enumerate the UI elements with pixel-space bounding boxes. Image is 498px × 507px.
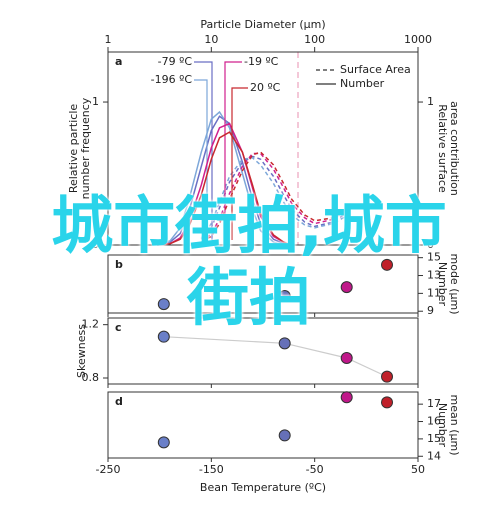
panel-label: c <box>115 321 122 334</box>
plot-frame <box>107 317 419 385</box>
panel-label: d <box>115 395 123 408</box>
x-tick-label: -50 <box>306 463 324 476</box>
overlay-text: 城市街拍,城市街拍 <box>51 189 447 334</box>
y-axis-label: Number <box>436 262 449 307</box>
surface-line <box>200 157 347 239</box>
plot-frame <box>107 254 419 314</box>
x-tick-label: 50 <box>411 463 425 476</box>
y-tick-label: 0.8 <box>82 371 100 384</box>
y-axis-label: mean (μm) <box>448 395 461 456</box>
y-tick-label: 17 <box>427 397 441 410</box>
surface-line <box>200 152 347 243</box>
x-tick-label: 1 <box>105 33 112 46</box>
series-label: -196 ºC <box>151 73 193 86</box>
y-axis-label: Skewness <box>75 324 88 378</box>
y-axis-label: area contribution <box>448 101 461 196</box>
y-tick-label: 0 <box>427 238 434 251</box>
point <box>381 396 393 409</box>
point <box>381 370 393 383</box>
surface-line <box>200 151 347 243</box>
x-tick-label: 100 <box>304 33 325 46</box>
leader-line <box>194 79 208 240</box>
surface-line <box>200 155 347 240</box>
leader-line <box>231 87 248 240</box>
point <box>340 281 353 294</box>
legend-label: Number <box>340 77 385 90</box>
y-tick-label: 11 <box>427 286 441 299</box>
y-tick-label: 1 <box>427 95 434 108</box>
y-axis-label: Relative particle <box>67 104 80 194</box>
y-tick-label: 15 <box>427 251 441 264</box>
plot-frame <box>107 51 419 246</box>
point <box>278 429 291 442</box>
plot-frame <box>107 391 419 459</box>
point <box>381 258 393 271</box>
point <box>340 352 353 364</box>
x-tick-label: -150 <box>199 463 224 476</box>
y-tick-label: 1.2 <box>82 318 100 331</box>
x-tick-label: 10 <box>204 33 218 46</box>
trend-line <box>163 336 388 378</box>
x-tick-label: -250 <box>96 463 121 476</box>
y-tick-label: 16 <box>427 415 441 428</box>
point <box>157 330 170 343</box>
y-tick-label: 9 <box>427 304 434 317</box>
panel-label: b <box>115 258 123 271</box>
series-label: -19 ºC <box>244 55 279 68</box>
point <box>278 290 291 303</box>
y-tick-label: 13 <box>427 269 441 282</box>
leader-line <box>224 61 242 240</box>
y-tick-label: 1 <box>92 95 99 108</box>
point <box>157 298 170 311</box>
point <box>340 391 353 404</box>
panel-label: a <box>115 55 122 68</box>
x-tick-label: 1000 <box>404 33 432 46</box>
number-line <box>157 131 292 246</box>
legend-label: Surface Area <box>340 63 411 76</box>
y-axis-label: Number <box>436 403 449 448</box>
y-axis-label: number frequency <box>79 97 92 199</box>
x-axis-label: Particle Diameter (μm) <box>200 18 325 31</box>
y-tick-label: 15 <box>427 432 441 445</box>
point <box>278 337 291 350</box>
series-label: 20 ºC <box>250 81 281 94</box>
series-label: -79 ºC <box>158 55 193 68</box>
point <box>157 436 170 449</box>
y-tick-label: 0 <box>92 238 99 251</box>
y-tick-label: 14 <box>427 449 441 462</box>
y-axis-label: mode (μm) <box>448 254 461 315</box>
x-axis-label: Bean Temperature (ºC) <box>200 481 326 494</box>
leader-line <box>194 61 213 240</box>
y-axis-label: Relative surface <box>436 104 449 193</box>
